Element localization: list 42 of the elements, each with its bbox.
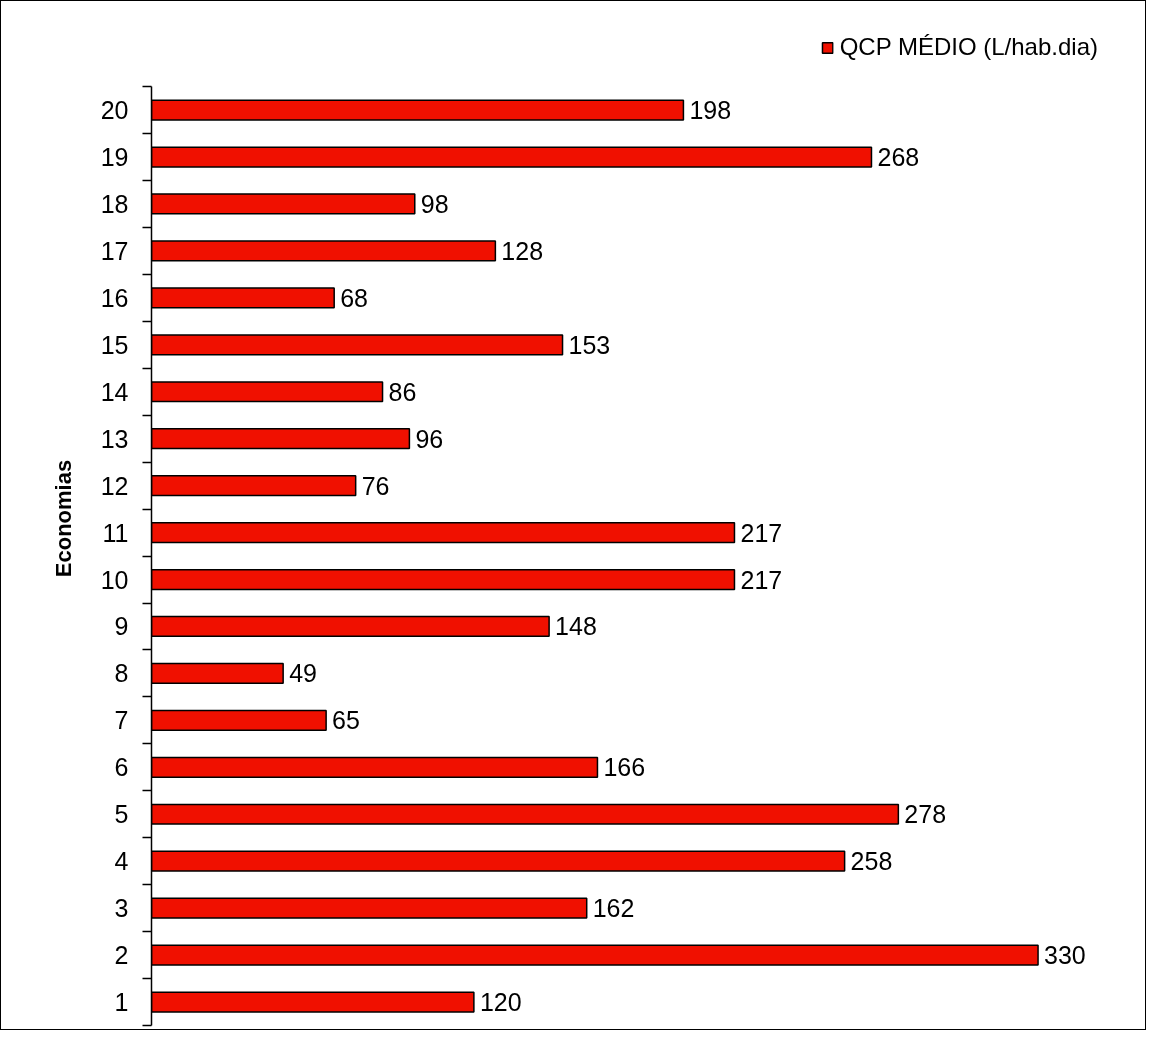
y-tick-label: 14 [100,377,129,406]
data-label: 217 [740,518,783,547]
y-tick-label: 13 [100,424,129,453]
data-label: 148 [555,612,597,641]
data-label: 198 [689,96,732,125]
y-tick-label: 8 [114,659,129,688]
y-tick-label: 6 [114,753,129,782]
data-label: 166 [603,753,646,782]
y-tick-label: 15 [100,330,129,359]
data-label: 128 [501,236,544,265]
y-tick-label: 1 [114,988,129,1017]
y-tick-label: 4 [114,847,129,876]
y-tick-label: 9 [114,612,129,641]
data-label: 330 [1044,941,1086,970]
y-tick-label: 19 [100,143,129,172]
y-tick-label: 10 [100,565,129,594]
y-tick-label: 3 [114,894,129,923]
y-tick-label: 18 [100,189,129,218]
data-label: 65 [332,706,360,735]
data-label: 120 [479,988,522,1017]
y-tick-label: 12 [100,471,129,500]
y-axis-title: Economias [50,459,76,578]
data-label: 258 [850,847,893,876]
data-label: 268 [877,143,920,172]
data-label: 153 [568,330,611,359]
data-label: 96 [415,424,444,453]
data-label: 49 [289,659,317,688]
data-label: 68 [340,283,368,312]
y-tick-label: 2 [114,941,129,970]
data-label: 217 [740,565,783,594]
data-label: 278 [904,800,947,829]
y-tick-label: 16 [100,283,129,312]
data-label: 162 [592,894,635,923]
y-tick-label: 20 [100,96,129,125]
y-tick-label: 7 [114,706,129,735]
legend-label: QCP MÉDIO (L/hab.dia) [839,33,1098,61]
y-tick-label: 5 [114,800,129,829]
data-label: 76 [361,471,390,500]
y-tick-label: 11 [102,518,129,547]
data-label: 98 [420,189,449,218]
data-label: 86 [388,377,417,406]
y-tick-label: 17 [100,236,129,265]
